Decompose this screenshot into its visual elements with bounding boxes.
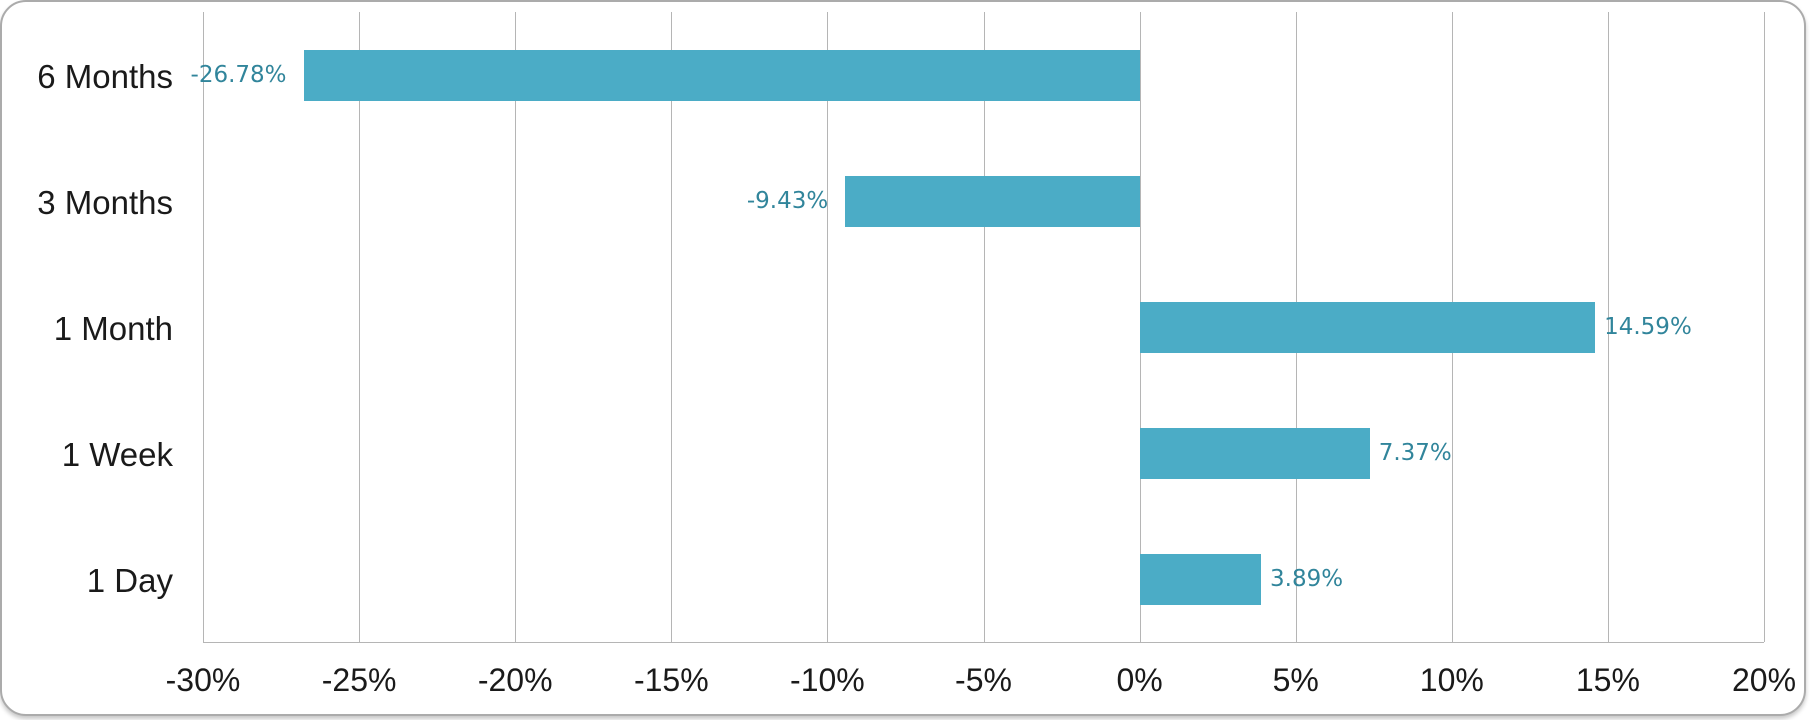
x-tick-label: -25%: [321, 662, 397, 698]
gridline: [827, 12, 829, 642]
bar-3-months[interactable]: [845, 175, 1140, 227]
x-tick-label: 0%: [1116, 662, 1163, 698]
bar-1-day[interactable]: [1139, 553, 1261, 605]
category-label-1-month: 1 Month: [53, 310, 173, 347]
gridline: [359, 12, 361, 642]
bar-6-months[interactable]: [303, 49, 1140, 101]
x-tick-label: -5%: [955, 662, 1012, 698]
category-label-3-months: 3 Months: [37, 184, 173, 221]
x-tick-label: -30%: [165, 662, 241, 698]
data-label-1-month: 14.59%: [1604, 314, 1692, 340]
gridline: [515, 12, 517, 642]
gridline: [1607, 12, 1609, 642]
data-label-6-months: -26.78%: [190, 62, 287, 88]
x-tick-label: -15%: [633, 662, 709, 698]
category-label-6-months: 6 Months: [37, 58, 173, 95]
bar-1-month[interactable]: [1139, 301, 1596, 353]
x-tick-label: 10%: [1419, 662, 1484, 698]
x-tick-label: -10%: [790, 662, 865, 698]
gridline: [1764, 12, 1765, 642]
gridline: [983, 12, 985, 642]
data-label-1-week: 7.37%: [1378, 440, 1452, 466]
x-tick-label: 20%: [1731, 662, 1797, 698]
data-label-3-months: -9.43%: [746, 188, 829, 214]
gridline: [203, 12, 204, 642]
x-tick-label: -20%: [477, 662, 553, 698]
data-label-1-day: 3.89%: [1270, 566, 1344, 592]
bar-1-week[interactable]: [1139, 427, 1370, 479]
x-axis-line: [203, 642, 1764, 643]
category-label-1-week: 1 Week: [61, 436, 173, 473]
x-tick-label: 5%: [1272, 662, 1319, 698]
category-label-1-day: 1 Day: [86, 562, 173, 599]
gridline: [671, 12, 673, 642]
x-tick-label: 15%: [1575, 662, 1640, 698]
